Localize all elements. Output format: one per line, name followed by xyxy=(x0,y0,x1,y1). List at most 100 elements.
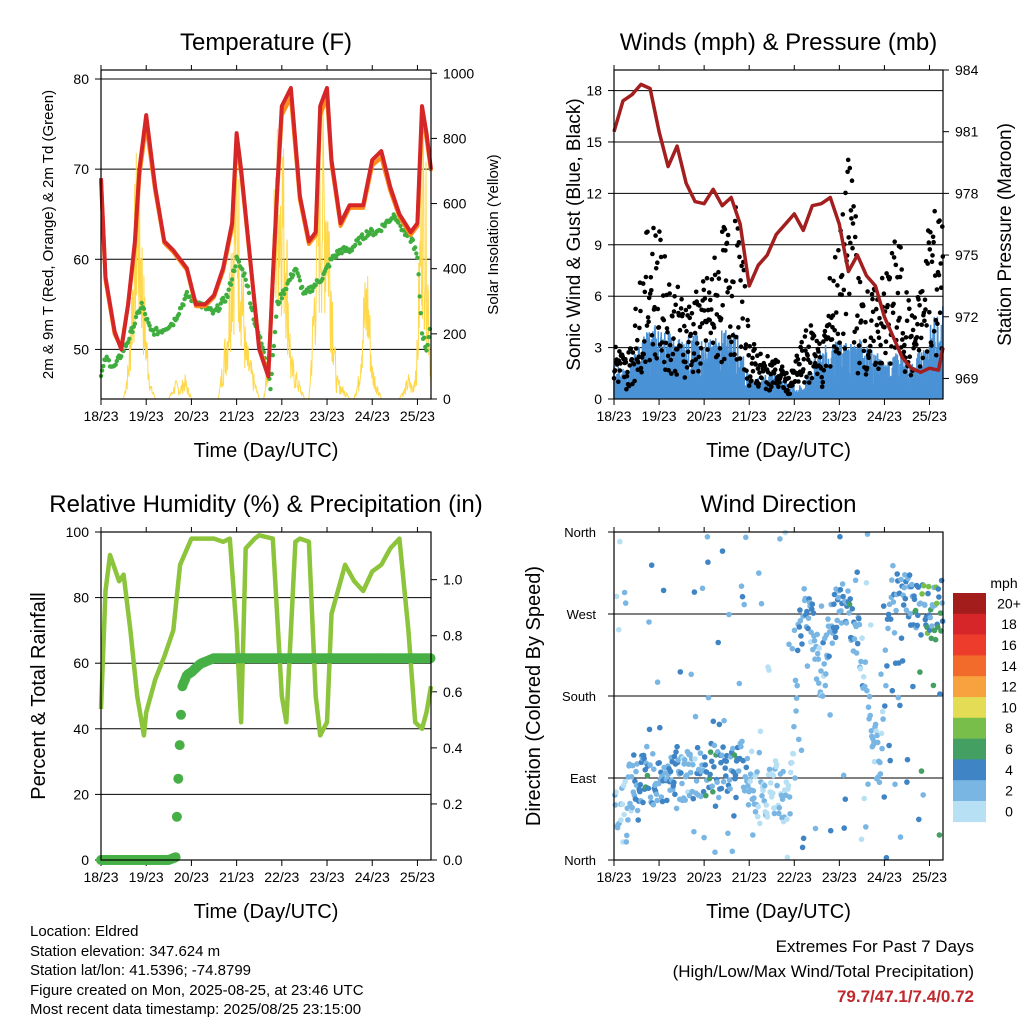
direction-marker xyxy=(758,600,765,607)
direction-marker xyxy=(750,832,756,838)
direction-marker xyxy=(645,785,652,792)
gust-marker xyxy=(795,372,800,378)
direction-marker xyxy=(852,577,859,584)
direction-marker xyxy=(756,749,763,756)
gust-marker xyxy=(769,384,774,390)
gust-marker xyxy=(849,216,854,221)
gust-marker xyxy=(876,366,881,372)
legend-swatch xyxy=(953,780,986,802)
gust-marker xyxy=(851,204,856,209)
direction-marker xyxy=(937,691,943,697)
y-tick-label: 50 xyxy=(73,341,89,357)
direction-marker xyxy=(841,825,847,831)
extremes-values: 79.7/47.1/7.4/0.72 xyxy=(836,987,974,1006)
dewpoint-marker xyxy=(379,228,384,234)
gust-marker xyxy=(750,368,756,374)
direction-marker xyxy=(859,635,865,641)
gust-marker xyxy=(777,380,782,385)
gust-marker xyxy=(887,275,893,281)
gust-marker xyxy=(907,306,912,312)
dewpoint-marker xyxy=(218,301,223,306)
gust-marker xyxy=(648,275,654,280)
gust-marker xyxy=(781,385,787,391)
direction-marker xyxy=(622,600,629,606)
direction-marker xyxy=(925,590,931,597)
direction-marker xyxy=(842,796,849,802)
gust-marker xyxy=(662,359,667,365)
direction-marker xyxy=(770,772,777,779)
direction-marker xyxy=(742,774,748,780)
gust-marker xyxy=(813,353,818,359)
gust-marker xyxy=(786,375,791,381)
x-tick-label: 21/23 xyxy=(732,408,767,424)
direction-marker xyxy=(685,761,692,767)
direction-marker xyxy=(690,761,696,768)
direction-marker xyxy=(837,533,843,540)
gust-marker xyxy=(912,315,917,320)
gust-marker xyxy=(658,254,664,260)
gust-marker xyxy=(806,380,812,385)
y2-tick-label: 0.2 xyxy=(443,796,463,812)
direction-marker xyxy=(647,794,654,800)
gust-marker xyxy=(866,355,871,361)
dewpoint-marker xyxy=(382,224,387,229)
gust-marker xyxy=(666,282,672,287)
gust-marker xyxy=(879,275,885,281)
gust-marker xyxy=(702,296,708,301)
y2-tick-label: 975 xyxy=(955,247,979,263)
dewpoint-marker xyxy=(290,272,296,278)
gust-marker xyxy=(845,169,850,175)
direction-marker xyxy=(919,591,925,597)
gust-marker xyxy=(639,369,644,375)
latlon-text: Station lat/lon: 41.5396; -74.8799 xyxy=(30,962,252,979)
y-tick-label: 80 xyxy=(73,71,89,87)
gust-marker xyxy=(934,287,940,292)
direction-marker xyxy=(757,820,763,827)
dewpoint-marker xyxy=(233,264,238,269)
gust-marker xyxy=(856,275,861,281)
direction-marker xyxy=(761,798,767,804)
gust-marker xyxy=(623,359,629,365)
gust-marker xyxy=(898,245,903,250)
gust-marker xyxy=(817,341,822,347)
gust-marker xyxy=(638,365,644,371)
gust-marker xyxy=(920,355,926,361)
direction-marker xyxy=(878,671,884,677)
gust-marker xyxy=(696,354,702,360)
direction-marker xyxy=(709,783,715,789)
gust-marker xyxy=(655,260,660,266)
direction-marker xyxy=(766,667,772,673)
dewpoint-marker xyxy=(300,284,305,290)
gust-marker xyxy=(617,368,623,373)
direction-marker xyxy=(624,832,630,839)
direction-marker xyxy=(637,781,644,788)
gust-marker xyxy=(847,291,852,297)
direction-marker xyxy=(865,704,872,710)
direction-marker xyxy=(904,779,910,785)
dewpoint-marker xyxy=(294,267,299,272)
gust-marker xyxy=(715,352,721,358)
gust-marker xyxy=(728,324,733,329)
gust-marker xyxy=(779,364,785,370)
direction-marker xyxy=(701,754,708,760)
direction-marker xyxy=(929,623,935,629)
direction-marker xyxy=(889,577,895,583)
direction-marker xyxy=(796,736,802,743)
gust-marker xyxy=(801,367,806,372)
direction-marker xyxy=(792,677,799,684)
direction-marker xyxy=(780,768,786,775)
gust-marker xyxy=(802,334,808,339)
gust-marker xyxy=(756,381,762,387)
gust-marker xyxy=(703,338,709,343)
direction-marker xyxy=(690,795,697,802)
direction-marker xyxy=(743,764,750,771)
gust-marker xyxy=(728,352,734,358)
direction-marker xyxy=(714,779,720,785)
direction-marker xyxy=(735,768,742,774)
gust-marker xyxy=(840,212,846,217)
gust-marker xyxy=(744,368,749,374)
dewpoint-marker xyxy=(181,302,186,308)
gust-marker xyxy=(714,312,720,317)
direction-marker xyxy=(619,801,626,808)
gust-marker xyxy=(784,370,789,376)
